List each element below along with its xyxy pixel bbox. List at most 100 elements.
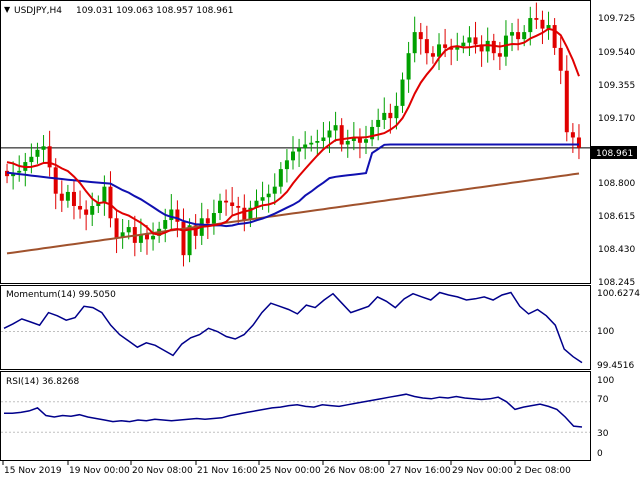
candle-body <box>570 132 575 138</box>
rsi-plot <box>1 393 590 433</box>
candle-body <box>144 234 149 240</box>
time-tick-label: 26 Nov 08:00 <box>324 466 385 476</box>
momentum-tick-label: 100 <box>597 327 614 337</box>
momentum-tick-label: 100.6274 <box>597 289 640 299</box>
candle-body <box>321 137 326 141</box>
time-tick-label: 2 Dec 08:00 <box>516 466 571 476</box>
time-tick-label: 20 Nov 08:00 <box>132 466 193 476</box>
ohlc-values: 109.031 109.063 108.957 108.961 <box>76 6 233 16</box>
candle-body <box>47 146 52 168</box>
candle-body <box>364 139 369 143</box>
candle-body <box>102 186 107 203</box>
candle-body <box>96 202 101 206</box>
candle-body <box>126 227 131 233</box>
candle-body <box>552 25 557 48</box>
candle-body <box>394 105 399 119</box>
candle-body <box>17 170 22 173</box>
candle-body <box>266 193 271 198</box>
candle-body <box>41 146 46 150</box>
price-tick-label: 109.540 <box>598 48 635 58</box>
candle-body <box>540 19 545 29</box>
candle-body <box>29 156 34 163</box>
time-tick-label: 15 Nov 2019 <box>4 466 62 476</box>
candle-body <box>430 53 435 57</box>
candle-body <box>260 197 265 201</box>
time-tick-label: 19 Nov 00:00 <box>69 466 130 476</box>
candle-body <box>59 193 64 201</box>
candle-body <box>224 200 229 203</box>
price-tick-label: 109.355 <box>598 81 635 91</box>
rsi-panel-frame <box>0 371 591 461</box>
candle-body <box>546 25 551 29</box>
time-tick-label: 27 Nov 16:00 <box>390 466 451 476</box>
candle-body <box>564 70 569 133</box>
candle-body <box>84 209 89 215</box>
candle-body <box>479 44 484 52</box>
candle-body <box>491 40 496 54</box>
rsi-tick-label: 70 <box>597 395 609 405</box>
candle-body <box>382 112 387 120</box>
candle-body <box>315 141 320 143</box>
candle-body <box>187 225 192 256</box>
candle-body <box>181 221 186 256</box>
price-tick-label: 108.615 <box>598 212 635 222</box>
candle-body <box>455 46 460 50</box>
candle-body <box>497 53 502 57</box>
momentum-label: Momentum(14) 99.5050 <box>6 290 116 300</box>
current-price-tag <box>591 146 637 159</box>
candle-body <box>163 220 168 229</box>
candle-body <box>400 79 405 106</box>
candle-body <box>510 32 515 36</box>
collapse-arrow-icon[interactable]: ▼ <box>4 5 11 14</box>
price-tick-label: 109.170 <box>598 114 635 124</box>
candle-body <box>114 218 119 238</box>
candle-body <box>406 53 411 80</box>
rsi-tick-label: 0 <box>597 449 603 459</box>
candle-body <box>78 205 83 210</box>
candle-body <box>278 169 283 187</box>
candle-body <box>230 202 235 206</box>
candle-body <box>205 218 210 224</box>
candle-body <box>138 234 143 243</box>
momentum-line <box>3 291 583 364</box>
price-tick-label: 108.245 <box>598 278 635 288</box>
candle-body <box>303 144 308 149</box>
candle-body <box>345 141 350 145</box>
candle-body <box>333 125 338 131</box>
candle-body <box>412 32 417 54</box>
rsi-line <box>4 393 583 428</box>
time-tick-label: 29 Nov 00:00 <box>452 466 513 476</box>
candle-body <box>473 37 478 45</box>
candle-body <box>151 235 156 240</box>
candle-body <box>485 40 490 52</box>
candle-body <box>120 232 125 238</box>
candle-body <box>437 44 442 57</box>
fast-moving-average-line <box>6 27 580 236</box>
medium-moving-average-line <box>6 143 579 228</box>
time-tick-label: 25 Nov 00:00 <box>260 466 321 476</box>
price-plot <box>1 2 590 267</box>
slow-moving-average-line <box>6 172 580 255</box>
rsi-label: RSI(14) 36.8268 <box>6 377 79 387</box>
candle-body <box>528 18 533 33</box>
candle-body <box>291 151 295 161</box>
candle-body <box>461 42 466 47</box>
candle-body <box>90 205 95 215</box>
candle-body <box>370 126 375 140</box>
candle-body <box>558 47 563 71</box>
candle-body <box>467 37 472 43</box>
time-axis: 15 Nov 2019 19 Nov 00:00 20 Nov 08:00 21 No… <box>2 461 571 476</box>
candle-body <box>108 186 113 219</box>
price-tick-label: 108.800 <box>598 179 635 189</box>
rsi-tick-label: 30 <box>597 429 609 439</box>
candle-body <box>169 209 174 221</box>
candle-body <box>236 205 241 208</box>
candle-body <box>443 44 448 48</box>
candle-body <box>65 191 70 201</box>
candle-body <box>175 209 180 222</box>
candle-body <box>272 186 277 194</box>
rsi-tick-label: 100 <box>597 376 614 386</box>
candle-body <box>193 225 198 236</box>
candle-body <box>217 200 222 214</box>
